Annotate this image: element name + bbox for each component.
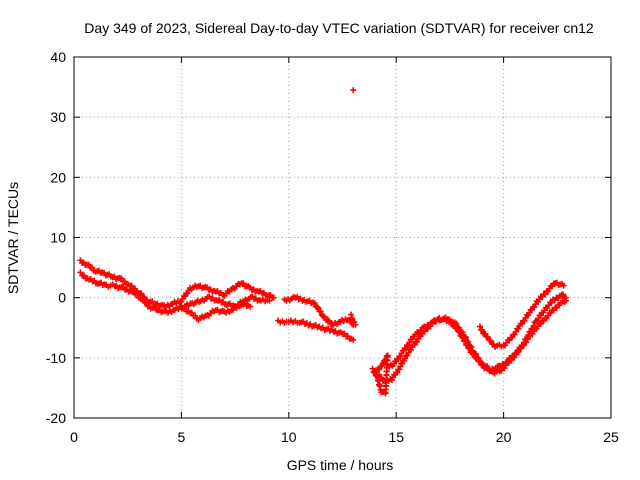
data-point <box>461 338 468 345</box>
data-point <box>240 280 247 287</box>
data-point <box>130 288 137 295</box>
y-tick-label: 30 <box>50 109 66 125</box>
data-point <box>476 323 483 330</box>
data-point <box>369 365 376 372</box>
data-point <box>487 337 494 344</box>
series-outlier <box>350 87 357 94</box>
data-point <box>352 321 359 328</box>
data-point <box>446 318 453 325</box>
series-track-f <box>348 311 359 328</box>
y-tick-label: 0 <box>58 290 66 306</box>
series-track-d <box>275 317 357 343</box>
x-axis-label: GPS time / hours <box>287 457 394 473</box>
data-point <box>459 334 466 341</box>
data-point <box>321 313 328 320</box>
series-track-i <box>476 279 567 350</box>
data-point <box>484 334 491 341</box>
data-point <box>524 334 531 341</box>
data-point <box>80 272 87 279</box>
data-point <box>270 294 277 301</box>
data-point <box>192 312 199 319</box>
data-point <box>134 291 141 298</box>
series-track-h <box>384 291 569 377</box>
data-point <box>530 322 537 329</box>
data-point <box>560 282 567 289</box>
data-point <box>542 291 549 298</box>
x-tick-label: 10 <box>281 429 297 445</box>
data-point <box>378 374 385 381</box>
data-point <box>527 328 534 335</box>
data-point <box>505 359 512 366</box>
data-point <box>464 341 471 348</box>
data-point <box>89 264 96 271</box>
data-point <box>317 308 324 315</box>
data-point <box>525 331 532 338</box>
data-point <box>266 297 273 304</box>
y-tick-label: -10 <box>46 350 66 366</box>
series-scatter-low <box>369 352 391 397</box>
data-point <box>188 309 195 316</box>
data-point <box>377 363 384 370</box>
chart-title: Day 349 of 2023, Sidereal Day-to-day VTE… <box>84 20 594 36</box>
grid-lines <box>74 57 611 418</box>
data-point <box>456 329 463 336</box>
data-point <box>181 305 188 312</box>
data-point <box>138 290 145 297</box>
data-point <box>537 320 544 327</box>
data-point <box>247 303 254 310</box>
data-point <box>178 302 185 309</box>
series-track-g <box>376 297 569 385</box>
data-point <box>476 358 483 365</box>
data-point <box>548 299 555 306</box>
data-point <box>121 278 128 285</box>
data-point <box>140 296 147 303</box>
data-point <box>479 327 486 334</box>
data-point <box>529 325 536 332</box>
data-point <box>350 87 357 94</box>
data-point <box>380 359 387 366</box>
data-point <box>325 317 332 324</box>
series-track-c <box>178 300 254 323</box>
y-tick-label: 40 <box>50 49 66 65</box>
data-point <box>118 275 125 282</box>
tick-labels: 0 5 10 15 20 25 -20 -10 0 10 20 30 40 <box>46 49 619 445</box>
data-point <box>383 353 390 360</box>
y-tick-label: 20 <box>50 169 66 185</box>
data-point <box>371 369 378 376</box>
data-point <box>521 339 528 346</box>
data-point <box>143 300 150 307</box>
x-tick-label: 15 <box>388 429 404 445</box>
data-point <box>396 366 403 373</box>
data-point <box>132 285 139 292</box>
data-point <box>474 355 481 362</box>
data-point <box>402 345 409 352</box>
data-point <box>562 294 569 301</box>
y-tick-label: 10 <box>50 230 66 246</box>
series-track-b <box>77 269 273 316</box>
axis-ticks <box>73 56 612 419</box>
data-point <box>519 342 526 349</box>
x-tick-label: 25 <box>603 429 619 445</box>
data-point <box>315 304 322 311</box>
data-point <box>311 300 318 307</box>
x-tick-label: 5 <box>178 429 186 445</box>
series-track-a <box>77 257 277 310</box>
data-points <box>77 87 569 397</box>
data-point <box>470 350 477 357</box>
data-point <box>517 345 524 352</box>
data-point <box>77 269 84 276</box>
data-point <box>515 348 522 355</box>
data-point <box>85 261 92 268</box>
x-tick-label: 20 <box>496 429 512 445</box>
data-point <box>128 282 135 289</box>
data-point <box>484 365 491 372</box>
y-axis-label: SDTVAR / TECUs <box>5 182 21 294</box>
x-tick-label: 0 <box>70 429 78 445</box>
y-tick-label: -20 <box>46 410 66 426</box>
data-point <box>451 322 458 329</box>
data-point <box>466 345 473 352</box>
data-point <box>394 369 401 376</box>
data-point <box>350 336 357 343</box>
